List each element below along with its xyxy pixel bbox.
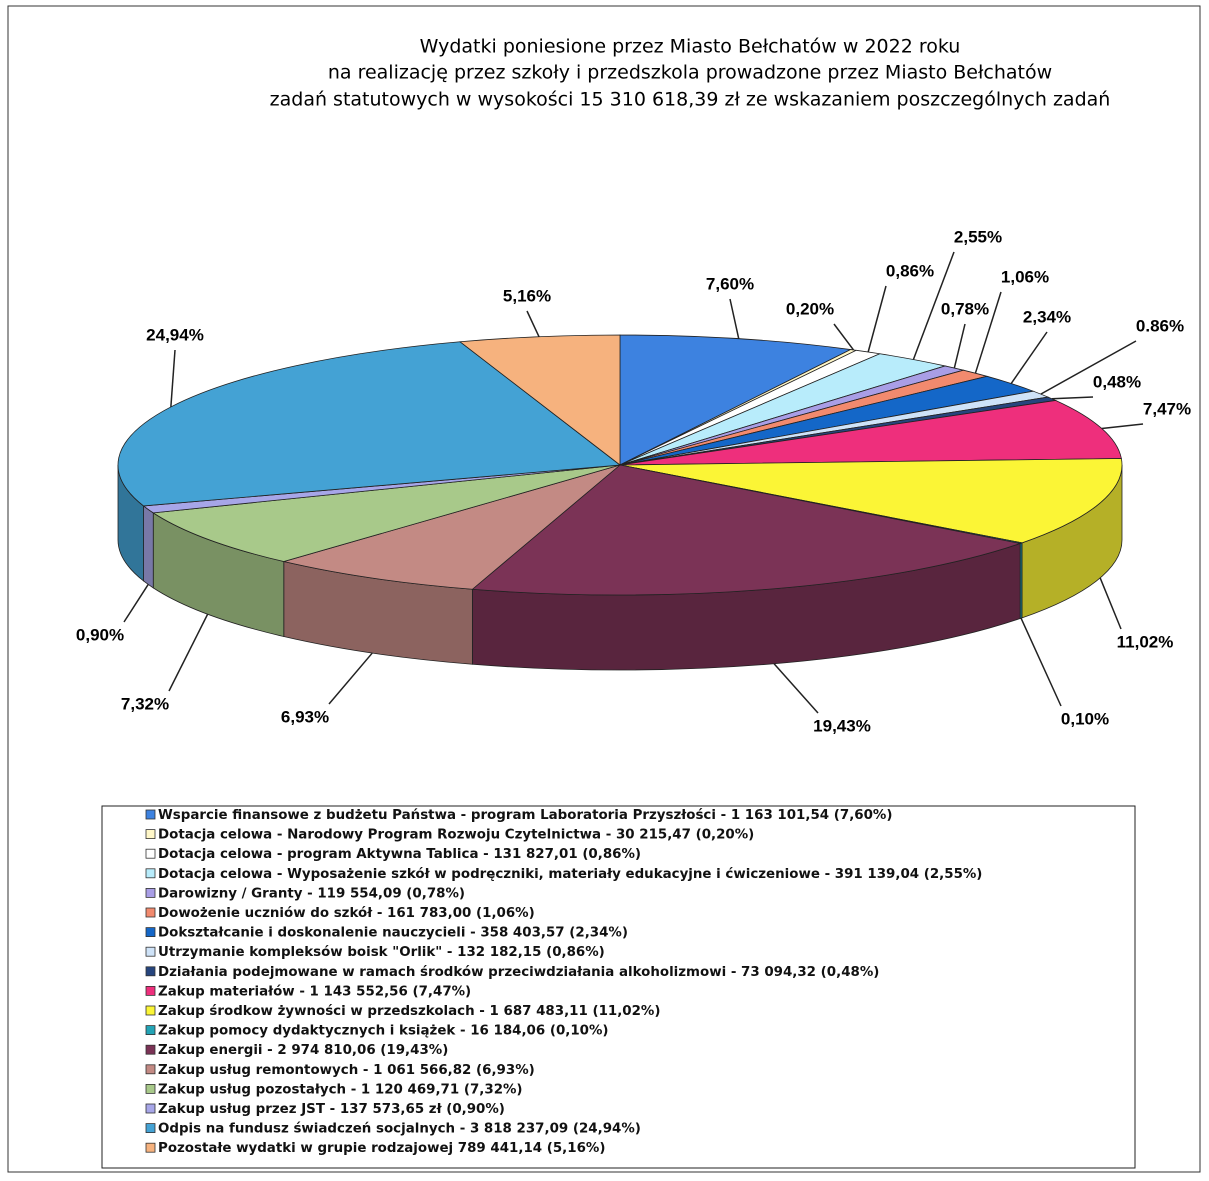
legend-swatch — [145, 1025, 156, 1035]
legend-label: Odpis na fundusz świadczeń socjalnych - … — [158, 1121, 641, 1137]
legend-label: Pozostałe wydatki w grupie rodzajowej 78… — [158, 1141, 605, 1156]
leader-line — [1020, 617, 1062, 707]
data-label: 6,93% — [281, 707, 329, 726]
legend-swatch — [145, 1044, 156, 1055]
slice — [117, 341, 622, 507]
legend-swatch — [145, 1103, 156, 1114]
legend-swatch — [145, 946, 156, 957]
frame — [7, 5, 1201, 1173]
legend-swatch — [145, 848, 156, 859]
slice — [471, 464, 1022, 596]
data-label: 1,06% — [1001, 267, 1049, 286]
legend-label: Dokształcanie i doskonalenie nauczycieli… — [158, 926, 628, 941]
legend-label: Wsparcie finansowe z budżetu Państwa - p… — [158, 807, 892, 823]
chart-title: zadań statutowych w wysokości 15 310 618… — [270, 89, 1111, 111]
legend-swatch — [145, 1064, 156, 1075]
legend-swatch — [145, 1084, 156, 1094]
data-label: 2,34% — [1023, 307, 1071, 326]
leader-line — [867, 285, 887, 353]
data-label: 11,02% — [1117, 632, 1174, 651]
legend-swatch — [145, 927, 156, 937]
slice — [152, 464, 621, 562]
data-label: 2,55% — [954, 227, 1002, 246]
legend-swatch — [145, 809, 156, 820]
legend-swatch — [145, 1005, 156, 1016]
leader-line — [833, 323, 855, 351]
legend-label: Dotacja celowa - Wyposażenie szkół w pod… — [158, 866, 982, 882]
chart-title: Wydatki poniesione przez Miasto Bełcható… — [420, 36, 961, 58]
leader-line — [1051, 396, 1094, 400]
leader-line — [526, 310, 540, 338]
leader-line — [1099, 577, 1122, 630]
data-label: 0,48% — [1093, 372, 1141, 391]
leader-line — [912, 251, 955, 360]
legend-label: Zakup środkow żywności w przedszkolach -… — [158, 1003, 660, 1019]
leader-line — [168, 613, 209, 692]
legend-label: Zakup usług remontowych - 1 061 566,82 (… — [158, 1063, 535, 1078]
data-label: 7,60% — [706, 274, 754, 293]
slice — [459, 334, 621, 466]
data-label: 0,90% — [76, 625, 124, 644]
data-label: 5,16% — [503, 286, 551, 305]
slice — [619, 458, 1123, 544]
slice — [619, 334, 853, 466]
legend-box — [101, 805, 1136, 1169]
legend-label: Dotacja celowa - program Aktywna Tablica… — [158, 847, 641, 862]
data-label: 24,94% — [146, 325, 204, 344]
leader-line — [123, 584, 149, 623]
legend-swatch — [145, 1123, 156, 1133]
leader-line — [1010, 331, 1048, 384]
chart-title: na realizację przez szkoły i przedszkola… — [328, 62, 1052, 84]
legend-label: Zakup usług pozostałych - 1 120 469,71 (… — [158, 1082, 523, 1097]
legend-label: Utrzymanie kompleksów boisk "Orlik" - 13… — [158, 944, 605, 960]
slice — [619, 400, 1122, 466]
slice-side — [143, 505, 154, 589]
legend-label: Zakup energii - 2 974 810,06 (19,43%) — [158, 1043, 448, 1058]
data-label: 0.86% — [1136, 316, 1184, 335]
legend-label: Dowożenie uczniów do szkół - 161 783,00 … — [158, 905, 535, 921]
data-label: 7,32% — [121, 694, 169, 713]
data-label: 7,47% — [1143, 399, 1191, 418]
slice — [282, 464, 621, 590]
data-label: 0,10% — [1061, 709, 1109, 728]
data-label: 19,43% — [813, 716, 871, 735]
data-label: 0,20% — [786, 299, 834, 318]
legend-label: Zakup materiałów - 1 143 552,56 (7,47%) — [158, 983, 471, 999]
data-label: 0,86% — [886, 261, 934, 280]
legend-label: Zakup pomocy dydaktycznych i książek - 1… — [158, 1024, 609, 1039]
legend-swatch — [145, 868, 156, 879]
legend-swatch — [145, 829, 156, 839]
legend-swatch — [145, 1142, 156, 1153]
leader-line — [1101, 423, 1144, 430]
legend-label: Darowizny / Granty - 119 554,09 (0,78%) — [158, 886, 465, 901]
leader-line — [729, 298, 740, 339]
legend-swatch — [145, 907, 156, 918]
leader-line — [974, 291, 1002, 374]
leader-line — [328, 652, 373, 705]
legend-swatch — [145, 888, 156, 898]
legend-swatch — [145, 966, 156, 977]
leader-line — [170, 349, 176, 407]
leader-line — [1040, 340, 1137, 395]
leader-line — [773, 663, 819, 714]
legend-label: Działania podejmowane w ramach środków p… — [158, 964, 879, 980]
data-label: 0,78% — [941, 299, 989, 318]
legend-swatch — [145, 986, 156, 996]
legend-label: Zakup usług przez JST - 137 573,65 zł (0… — [158, 1102, 505, 1117]
leader-line — [953, 323, 966, 369]
legend-label: Dotacja celowa - Narodowy Program Rozwoj… — [158, 828, 754, 843]
